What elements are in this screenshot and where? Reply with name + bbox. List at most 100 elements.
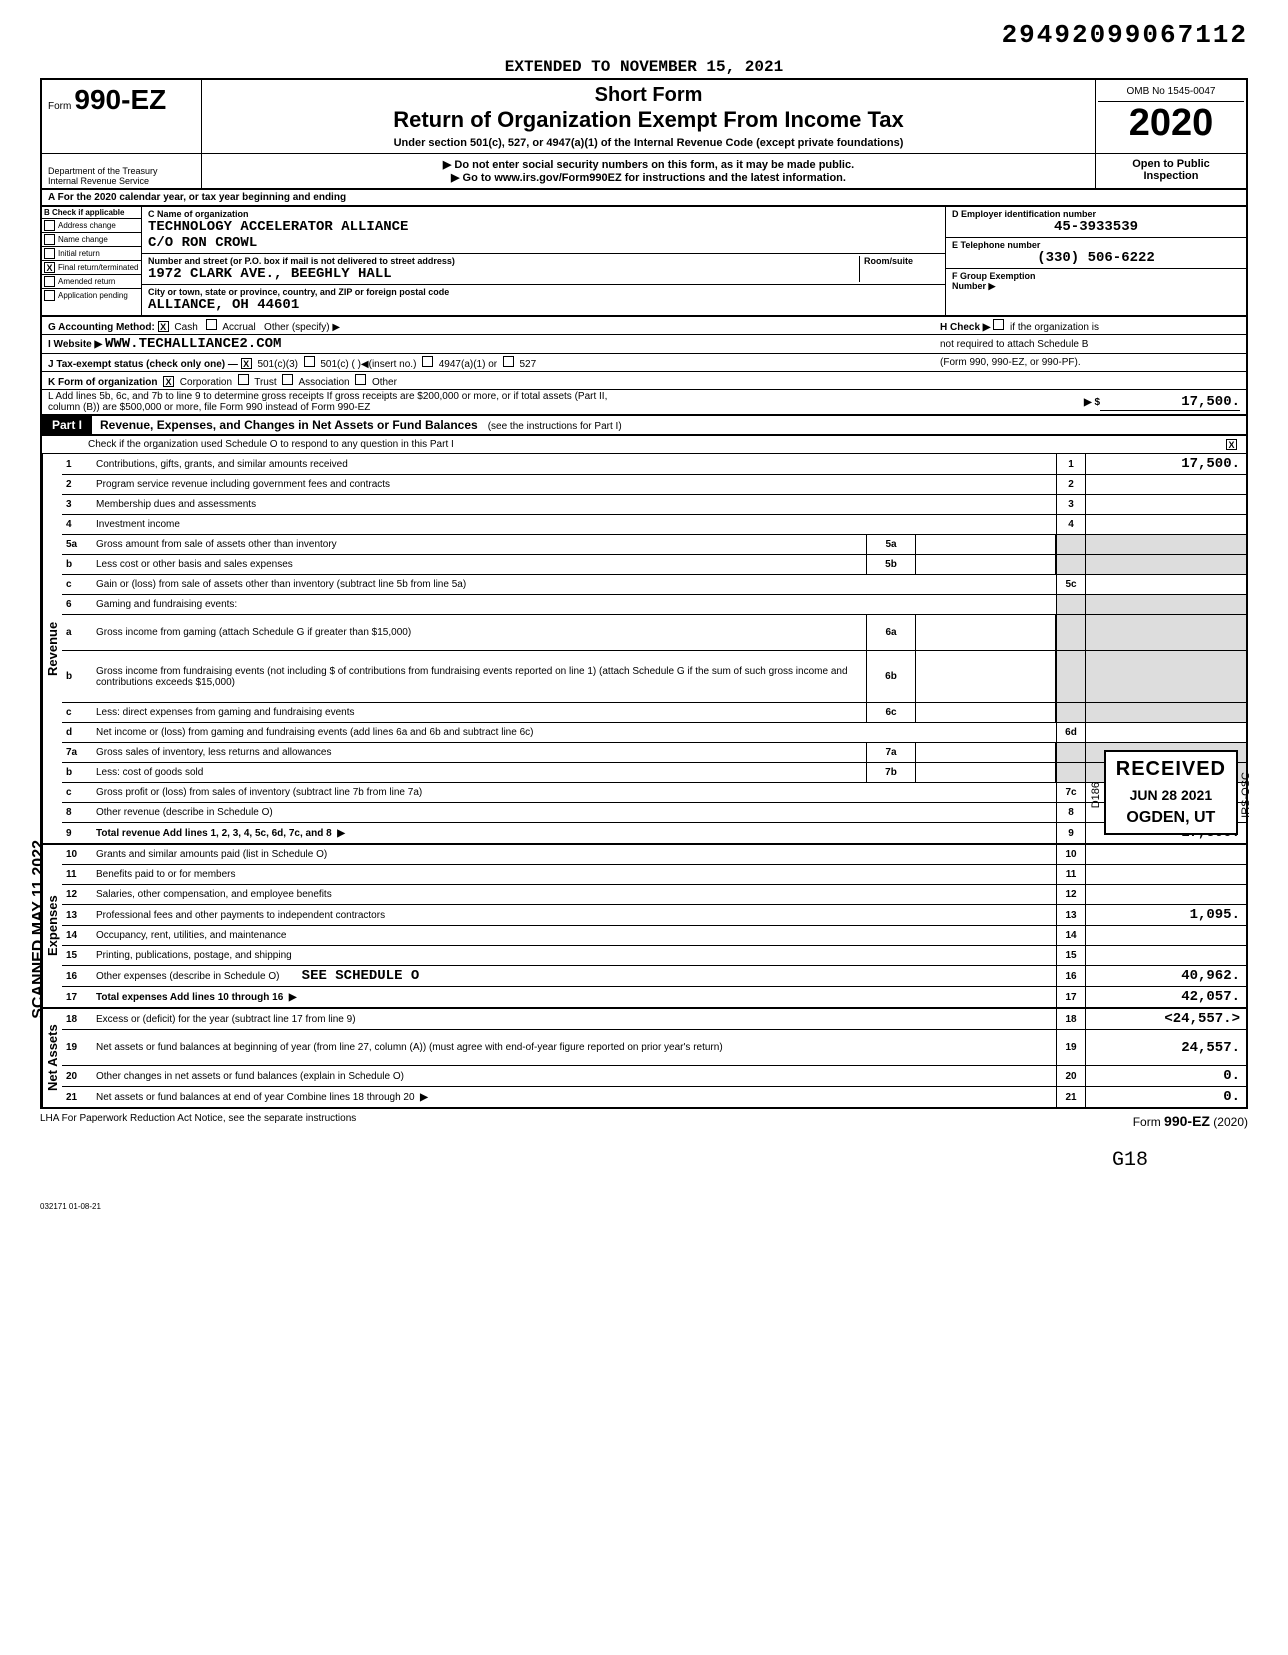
line-4: 4Investment income 4 (62, 515, 1246, 535)
k-other-checkbox[interactable] (355, 374, 366, 385)
phone-value: (330) 506-6222 (952, 250, 1240, 266)
row-l: L Add lines 5b, 6c, and 7b to line 9 to … (40, 390, 1248, 416)
k-assoc-checkbox[interactable] (282, 374, 293, 385)
row-k: K Form of organization X Corporation Tru… (40, 372, 1248, 390)
check-name-change[interactable]: Name change (42, 233, 141, 247)
instructions-cell: ▶ Do not enter social security numbers o… (202, 154, 1096, 188)
check-application-pending[interactable]: Application pending (42, 289, 141, 302)
line-10: 10Grants and similar amounts paid (list … (62, 845, 1246, 865)
check-address-change[interactable]: Address change (42, 219, 141, 233)
extended-date: EXTENDED TO NOVEMBER 15, 2021 (40, 58, 1248, 76)
j-501c-checkbox[interactable] (304, 356, 315, 367)
d-label: D Employer identification number (952, 209, 1240, 219)
scanned-stamp: SCANNED MAY 11 2022 (30, 840, 48, 1019)
goto-url: ▶ Go to www.irs.gov/Form990EZ for instru… (206, 171, 1091, 184)
right-info-column: D Employer identification number 45-3933… (946, 207, 1246, 315)
website-value: WWW.TECHALLIANCE2.COM (105, 336, 281, 352)
dept-text: Department of the Treasury Internal Reve… (48, 166, 158, 186)
year-cell: OMB No 1545-0047 2020 (1096, 80, 1246, 153)
received-date: JUN 28 2021 (1116, 787, 1226, 803)
check-column-b: B Check if applicable Address change Nam… (42, 207, 142, 315)
line-20: 20Other changes in net assets or fund ba… (62, 1066, 1246, 1087)
line-13: 13Professional fees and other payments t… (62, 905, 1246, 926)
phone-section: E Telephone number (330) 506-6222 (946, 238, 1246, 269)
org-street: 1972 CLARK AVE., BEEGHLY HALL (148, 266, 859, 282)
line-12: 12Salaries, other compensation, and empl… (62, 885, 1246, 905)
k-corp-checkbox[interactable]: X (163, 376, 174, 387)
row-i: I Website ▶ WWW.TECHALLIANCE2.COM not re… (40, 335, 1248, 354)
received-stamp: D186 RECEIVED JUN 28 2021 OGDEN, UT IRS-… (1104, 750, 1238, 835)
received-title: RECEIVED (1116, 758, 1226, 781)
revenue-table: Revenue 1Contributions, gifts, grants, a… (40, 454, 1248, 845)
line-18: 18Excess or (deficit) for the year (subt… (62, 1009, 1246, 1030)
form-number: 990-EZ (74, 84, 166, 115)
check-initial-return[interactable]: Initial return (42, 247, 141, 261)
form-prefix: Form (48, 101, 71, 112)
g-accrual-checkbox[interactable] (206, 319, 217, 330)
g-cash-checkbox[interactable]: X (158, 321, 169, 332)
h-checkbox[interactable] (993, 319, 1004, 330)
part1-header: Part I Revenue, Expenses, and Changes in… (40, 416, 1248, 436)
subtitle: Under section 501(c), 527, or 4947(a)(1)… (212, 137, 1085, 149)
lha-notice: LHA For Paperwork Reduction Act Notice, … (40, 1113, 356, 1129)
line-3: 3Membership dues and assessments 3 (62, 495, 1246, 515)
line-17: 17Total expenses Add lines 10 through 16… (62, 987, 1246, 1007)
line-7b: bLess: cost of goods sold 7b (62, 763, 1246, 783)
f-number: Number ▶ (952, 281, 1240, 292)
page: 29492099067112 EXTENDED TO NOVEMBER 15, … (40, 20, 1248, 1211)
received-location: OGDEN, UT (1116, 809, 1226, 827)
form-number-cell: Form 990-EZ (42, 80, 202, 153)
k-trust-checkbox[interactable] (238, 374, 249, 385)
c-label: C Name of organization (148, 209, 939, 219)
check-amended-return[interactable]: Amended return (42, 275, 141, 289)
line-9: 9Total revenue Add lines 1, 2, 3, 4, 5c,… (62, 823, 1246, 843)
part1-schedule-o-checkbox[interactable]: X (1226, 439, 1237, 450)
l-text: L Add lines 5b, 6c, and 7b to line 9 to … (48, 391, 1084, 413)
revenue-vlabel: Revenue (42, 454, 62, 843)
row-g: G Accounting Method: X Cash Accrual Othe… (40, 317, 1248, 335)
omb-number: OMB No 1545-0047 (1098, 82, 1244, 102)
line-5c: cGain or (loss) from sale of assets othe… (62, 575, 1246, 595)
org-name-section: C Name of organization TECHNOLOGY ACCELE… (142, 207, 945, 254)
j-501c3-checkbox[interactable]: X (241, 358, 252, 369)
line-6: 6Gaming and fundraising events: (62, 595, 1246, 615)
j-527-checkbox[interactable] (503, 356, 514, 367)
g18-mark: G18 (40, 1149, 1148, 1172)
line-11: 11Benefits paid to or for members11 (62, 865, 1246, 885)
check-final-return[interactable]: XFinal return/terminated (42, 261, 141, 275)
line-7a: 7aGross sales of inventory, less returns… (62, 743, 1246, 763)
line-8: 8Other revenue (describe in Schedule O) … (62, 803, 1246, 823)
line-16: 16Other expenses (describe in Schedule O… (62, 966, 1246, 987)
ein-section: D Employer identification number 45-3933… (946, 207, 1246, 238)
open-public: Open to Public Inspection (1096, 154, 1246, 188)
e-label: E Telephone number (952, 240, 1240, 250)
tax-year: 2020 (1098, 102, 1244, 145)
line-1: 1Contributions, gifts, grants, and simil… (62, 454, 1246, 475)
j-label: J Tax-exempt status (check only one) — (48, 359, 238, 370)
group-exemption-section: F Group Exemption Number ▶ (946, 269, 1246, 294)
net-assets-vlabel: Net Assets (42, 1009, 62, 1107)
g-label: G Accounting Method: (48, 322, 155, 333)
line-19: 19Net assets or fund balances at beginni… (62, 1030, 1246, 1066)
line-6d: dNet income or (loss) from gaming and fu… (62, 723, 1246, 743)
i-label: I Website ▶ (48, 339, 102, 350)
title-cell: Short Form Return of Organization Exempt… (202, 80, 1096, 153)
name-address-column: C Name of organization TECHNOLOGY ACCELE… (142, 207, 946, 315)
city-label: City or town, state or province, country… (148, 287, 939, 297)
part1-title: Revenue, Expenses, and Changes in Net As… (100, 418, 478, 432)
part1-label: Part I (42, 416, 92, 434)
org-info-grid: B Check if applicable Address change Nam… (40, 207, 1248, 317)
org-name: TECHNOLOGY ACCELERATOR ALLIANCE (148, 219, 939, 235)
dept-cell: Department of the Treasury Internal Reve… (42, 154, 202, 188)
room-label: Room/suite (864, 256, 939, 266)
form-header-2: Department of the Treasury Internal Reve… (40, 153, 1248, 190)
j-right: (Form 990, 990-EZ, or 990-PF). (940, 357, 1240, 368)
l-arrow: ▶ $ (1084, 397, 1100, 408)
ssn-warning: ▶ Do not enter social security numbers o… (206, 158, 1091, 171)
f-label: F Group Exemption (952, 271, 1240, 281)
stamp-left-code: D186 (1090, 782, 1102, 808)
part1-instr: (see the instructions for Part I) (488, 421, 622, 432)
j-4947-checkbox[interactable] (422, 356, 433, 367)
line-15: 15Printing, publications, postage, and s… (62, 946, 1246, 966)
org-city: ALLIANCE, OH 44601 (148, 297, 939, 313)
